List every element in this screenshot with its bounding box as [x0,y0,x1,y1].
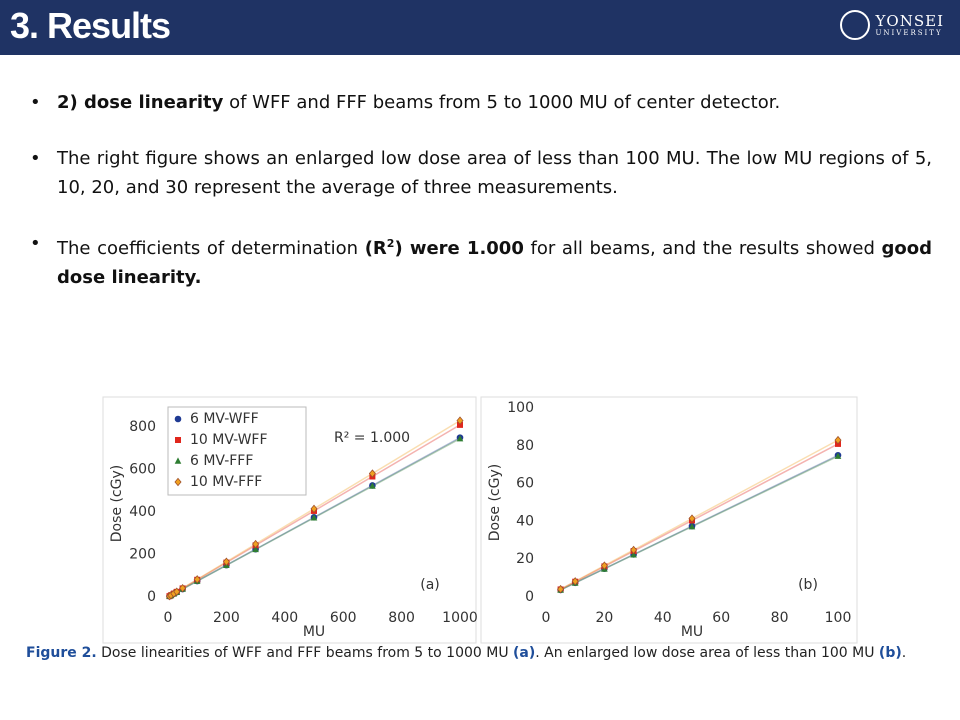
caption: Figure 2. Dose linearities of WFF and FF… [26,645,906,661]
y-tick-label: 80 [516,438,534,454]
legend-marker [174,415,182,423]
y-tick-label: 40 [516,513,534,529]
marker [630,551,637,558]
marker [688,514,696,523]
y-tick-label: 800 [129,419,156,435]
x-tick-label: 200 [213,610,240,626]
legend-label: 10 MV-FFF [190,474,262,490]
legend-marker [175,437,181,443]
marker [571,577,579,586]
legend-label: 10 MV-WFF [190,432,268,448]
logo-emblem [839,10,870,40]
legend-label: 6 MV-FFF [190,453,253,469]
legend-label: 6 MV-WFF [190,411,259,427]
panel-ref: (b) [878,645,902,661]
legend-marker [174,457,182,464]
text: of WFF and FFF beams from 5 to 1000 MU o… [223,92,781,113]
marker [557,584,565,594]
marker [222,557,230,566]
text: for all beams, and the results showed [523,238,882,259]
y-tick-label: 20 [516,551,534,567]
bold-text: good dose linearity. [57,238,932,288]
bold-text: 2) dose linearity [57,92,224,113]
y-tick-label: 600 [129,462,156,478]
y-axis-label: Dose (cGy) [487,464,503,541]
marker [456,435,464,442]
annotation: R² = 1.000 [334,430,410,446]
caption-label: Figure 2. [26,645,97,661]
marker [173,587,181,596]
x-tick-label: 60 [712,610,730,626]
y-tick-label: 60 [516,476,534,492]
slide-title: 3. Results [10,5,171,46]
x-tick-label: 0 [542,610,551,626]
marker [179,583,187,593]
x-tick-label: 100 [825,610,852,626]
marker [252,539,260,549]
panel-label: (b) [798,577,818,593]
marker [252,545,259,553]
x-tick-label: 0 [164,610,173,626]
bold-text: ) were 1.000 [394,238,524,259]
x-tick-label: 1000 [442,610,478,626]
panel-label: (a) [420,577,440,593]
bold-text: (R [364,238,387,259]
x-tick-label: 800 [388,610,415,626]
text: . [901,645,907,661]
text: The coefficients of determination [57,238,365,259]
x-tick-label: 40 [654,610,672,626]
bullet: 2) dose linearity of WFF and FFF beams f… [30,88,932,117]
logo: YONSEI UNIVERSITY [839,10,944,40]
panel-frame [480,396,858,644]
text: Dose linearities of WFF and FFF beams fr… [96,645,514,661]
y-tick-label: 400 [129,504,156,520]
marker [369,482,376,489]
x-axis-label: MU [303,624,325,640]
y-axis-label: Dose (cGy) [109,465,125,542]
x-axis-label: MU [681,624,703,640]
text: The right figure shows an enlarged low d… [57,148,932,198]
panel-ref: (a) [513,645,536,661]
x-tick-label: 600 [330,610,357,626]
marker [310,504,318,514]
bullet: The right figure shows an enlarged low d… [30,144,932,202]
header: 3. Results YONSEI UNIVERSITY [0,0,960,55]
text: . An enlarged low dose area of less than… [535,645,879,661]
bullet: The coefficients of determination (R2) w… [30,229,932,292]
x-tick-label: 400 [271,610,298,626]
logo-bottom: UNIVERSITY [875,28,943,37]
y-tick-label: 0 [147,589,156,605]
y-tick-label: 100 [507,400,534,416]
marker [688,523,696,530]
bullet-list: 2) dose linearity of WFF and FFF beams f… [30,88,932,319]
marker [834,435,842,445]
y-tick-label: 200 [129,547,156,563]
panel-frame [102,396,477,644]
marker [310,514,318,521]
marker [456,416,464,425]
marker [368,469,376,478]
legend-box [167,406,307,496]
marker [193,575,201,584]
legend-marker [174,477,182,487]
marker [457,421,463,428]
x-tick-label: 20 [595,610,613,626]
x-tick-label: 80 [771,610,789,626]
marker [600,561,608,570]
marker [834,452,842,459]
superscript: 2 [386,237,395,250]
marker [630,545,638,555]
logo-top: YONSEI [875,11,944,30]
y-tick-label: 0 [525,589,534,605]
